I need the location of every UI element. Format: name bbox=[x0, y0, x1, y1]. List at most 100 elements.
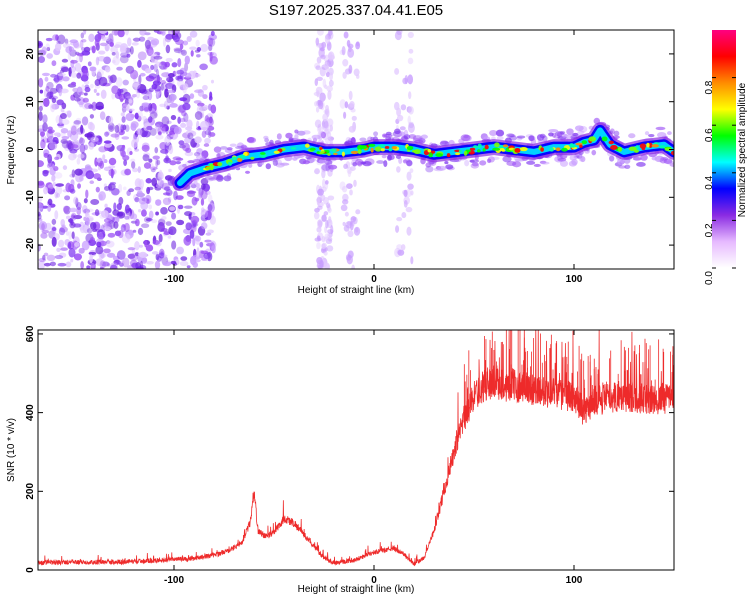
ridge-hotspot bbox=[581, 140, 588, 145]
spectrogram-noise-blob bbox=[516, 135, 526, 139]
spectrogram-noise-blob bbox=[398, 157, 403, 164]
spectrogram-noise-blob bbox=[578, 154, 584, 162]
spectrogram-noise-blob bbox=[327, 131, 332, 139]
spectrogram-noise-blob bbox=[42, 254, 46, 261]
spectrogram-noise-blob bbox=[65, 215, 71, 220]
ridge-hotspot bbox=[561, 147, 568, 152]
spectrogram-noise-blob bbox=[76, 72, 82, 79]
spectrogram-noise-blob bbox=[471, 161, 479, 167]
spectrogram-noise-blob bbox=[347, 230, 354, 238]
spectrogram-noise-blob bbox=[609, 155, 615, 162]
spectrogram-noise-blob bbox=[408, 121, 415, 129]
spectrogram-noise-blob bbox=[184, 55, 190, 65]
spectrogram-noise-blob bbox=[148, 73, 158, 79]
spectrogram-noise-blob bbox=[209, 240, 217, 250]
spectrogram-noise-blob bbox=[146, 261, 154, 265]
ridge-hotspot bbox=[388, 148, 393, 152]
spectrogram-noise-blob bbox=[533, 163, 541, 167]
spectrogram-noise-blob bbox=[572, 132, 579, 137]
spectrogram-noise-blob bbox=[353, 179, 357, 187]
spectrogram-noise-blob bbox=[302, 160, 310, 165]
spectrogram-noise-blob bbox=[160, 83, 164, 91]
spectrogram-noise-blob bbox=[160, 207, 168, 215]
spectrogram-noise-blob bbox=[302, 130, 311, 135]
spectrogram-noise-blob bbox=[129, 46, 134, 55]
spectrogram-noise-blob bbox=[50, 73, 57, 78]
spectrogram-noise-blob bbox=[169, 160, 177, 166]
spectrogram-noise-blob bbox=[406, 160, 413, 167]
spectrogram-noise-blob bbox=[143, 216, 151, 223]
spectrogram-noise-blob bbox=[54, 156, 60, 161]
spectrogram-noise-blob bbox=[155, 211, 159, 216]
spectrogram-noise-blob bbox=[49, 91, 54, 98]
spectrogram-noise-blob bbox=[98, 30, 108, 35]
spectrogram-noise-blob bbox=[208, 194, 213, 204]
spectrogram-noise-blob bbox=[349, 189, 353, 196]
spectrogram-noise-blob bbox=[102, 36, 110, 42]
spectrogram-noise-blob bbox=[294, 134, 299, 139]
spectrogram-noise-blob bbox=[548, 128, 559, 133]
spectrogram-noise-blob bbox=[342, 71, 347, 79]
spectrogram-noise-blob bbox=[207, 204, 213, 212]
spectrogram-noise-blob bbox=[107, 232, 116, 238]
y-tick-label: 600 bbox=[25, 325, 36, 342]
spectrogram-noise-blob bbox=[317, 205, 323, 210]
spectrogram-noise-blob bbox=[107, 75, 112, 79]
spectrogram-noise-blob bbox=[317, 188, 324, 196]
spectrogram-noise-blob bbox=[160, 61, 167, 66]
spectrogram-noise-blob bbox=[560, 131, 566, 135]
spectrogram-noise-blob bbox=[103, 140, 112, 144]
spectrogram-noise-blob bbox=[399, 126, 406, 131]
spectrogram-noise-blob bbox=[207, 202, 215, 213]
spectrogram-noise-blob bbox=[317, 99, 322, 106]
spectrogram-noise-blob bbox=[196, 54, 201, 58]
spectrogram-noise-blob bbox=[57, 239, 65, 248]
spectrogram-noise-blob bbox=[47, 205, 52, 212]
spectrogram-noise-blob bbox=[328, 30, 333, 37]
spectrogram-noise-blob bbox=[187, 78, 193, 84]
spectrogram-noise-blob bbox=[349, 166, 356, 171]
spectrogram-noise-blob bbox=[136, 128, 143, 136]
spectrogram-noise-blob bbox=[73, 214, 83, 220]
spectrogram-noise-blob bbox=[120, 112, 126, 117]
spectrogram-noise-blob bbox=[88, 104, 94, 110]
spectrogram-noise-blob bbox=[342, 199, 349, 205]
spectrogram-noise-blob bbox=[152, 155, 160, 160]
spectrogram-noise-blob bbox=[479, 160, 487, 166]
spectrogram-noise-blob bbox=[161, 216, 167, 220]
spectrogram-noise-blob bbox=[292, 157, 298, 161]
spectrogram-noise-blob bbox=[120, 98, 124, 103]
spectrogram-noise-blob bbox=[180, 117, 186, 123]
spectrogram-noise-blob bbox=[318, 158, 327, 164]
spectrogram-noise-blob bbox=[401, 211, 407, 219]
spectrogram-noise-blob bbox=[84, 86, 91, 93]
spectrogram-noise-blob bbox=[297, 130, 306, 136]
spectrogram-noise-blob bbox=[396, 166, 401, 173]
spectrogram-noise-blob bbox=[321, 214, 327, 222]
spectrogram-noise-blob bbox=[86, 228, 93, 234]
spectrogram-noise-blob bbox=[162, 37, 167, 47]
spectrogram-noise-blob bbox=[355, 42, 361, 50]
spectrogram-noise-blob bbox=[71, 169, 76, 178]
spectrogram-noise-blob bbox=[186, 36, 192, 43]
spectrogram-noise-blob bbox=[184, 72, 192, 79]
spectrogram-noise-blob bbox=[121, 144, 126, 148]
spectrogram-noise-blob bbox=[548, 132, 554, 137]
ridge-hotspot bbox=[477, 143, 482, 149]
spectrogram-noise-blob bbox=[394, 128, 401, 135]
spectrogram-noise-blob bbox=[171, 30, 180, 35]
ridge-hotspot bbox=[519, 147, 528, 152]
spectrogram-noise-blob bbox=[76, 157, 81, 165]
spectrogram-noise-blob bbox=[314, 119, 322, 128]
ridge-hotspot bbox=[406, 145, 414, 151]
spectrogram-noise-blob bbox=[70, 59, 78, 64]
spectrogram-noise-blob bbox=[143, 162, 152, 169]
spectrogram-noise-blob bbox=[577, 130, 585, 135]
spectrogram-noise-blob bbox=[208, 44, 213, 52]
ridge-hotspot bbox=[217, 162, 223, 167]
spectrogram-noise-blob bbox=[150, 53, 159, 64]
spectrogram-noise-blob bbox=[410, 190, 414, 196]
spectrogram-noise-blob bbox=[103, 218, 112, 223]
spectrogram-noise-blob bbox=[319, 92, 326, 102]
spectrogram-noise-blob bbox=[47, 159, 53, 168]
